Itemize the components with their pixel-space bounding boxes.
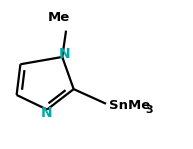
Text: 3: 3	[145, 105, 153, 115]
Text: N: N	[58, 47, 70, 61]
Text: Me: Me	[47, 11, 70, 24]
Text: N: N	[41, 105, 53, 119]
Text: SnMe: SnMe	[109, 99, 150, 112]
